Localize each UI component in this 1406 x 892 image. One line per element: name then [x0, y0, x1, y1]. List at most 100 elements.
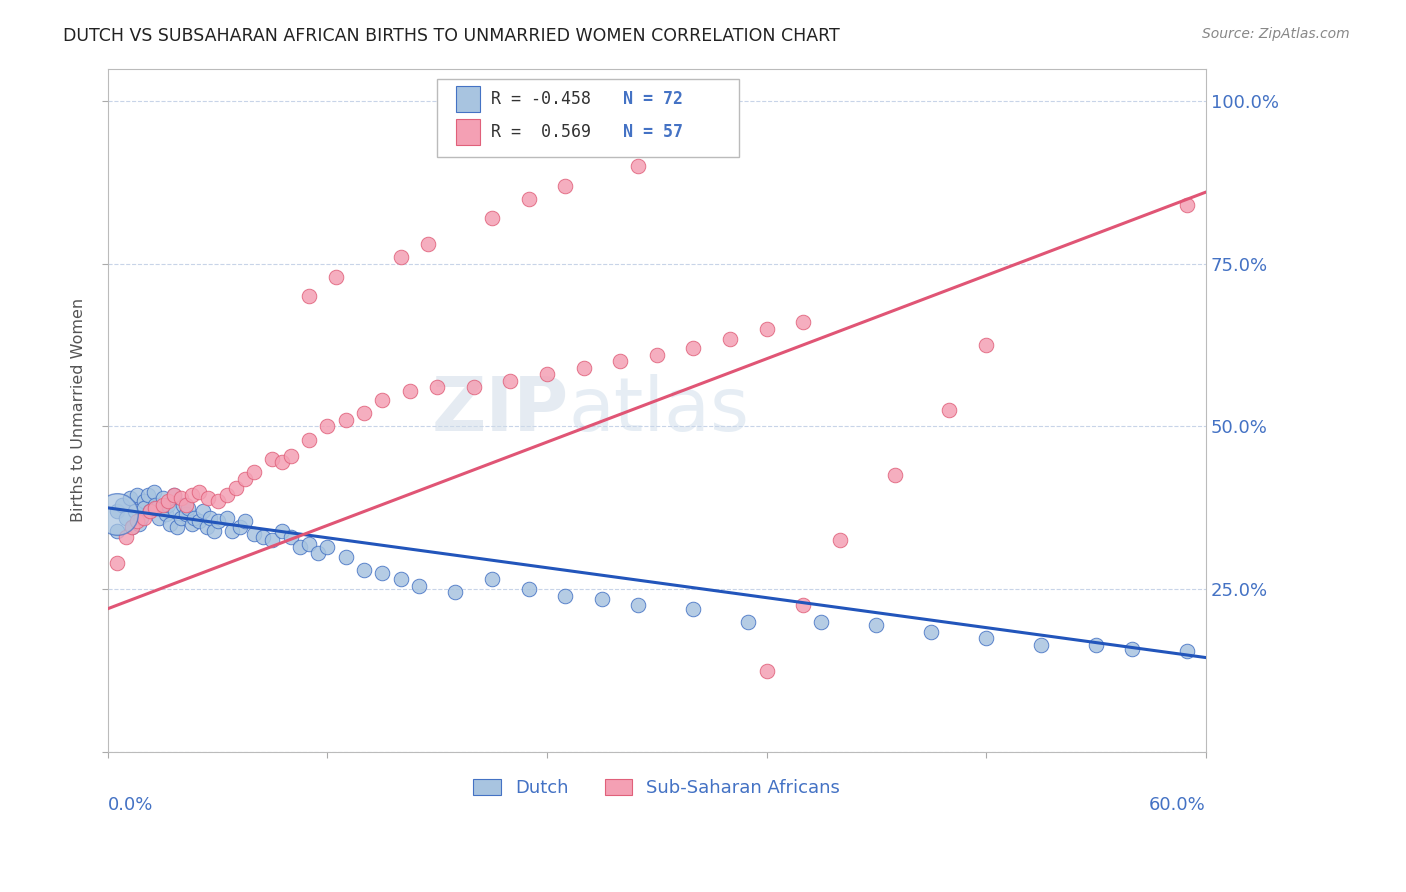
Point [181, 517, 204, 532]
Point [146, 500, 169, 515]
Point [118, 491, 141, 505]
Point [682, 601, 704, 615]
Point [865, 618, 887, 632]
Point [280, 530, 302, 544]
Point [1175, 198, 1198, 212]
Point [157, 494, 180, 508]
Point [426, 380, 449, 394]
Point [463, 380, 485, 394]
Point [152, 491, 174, 505]
Point [755, 664, 778, 678]
Point [883, 468, 905, 483]
Legend: Dutch, Sub-Saharan Africans: Dutch, Sub-Saharan Africans [467, 772, 848, 805]
Point [207, 514, 229, 528]
Point [163, 488, 186, 502]
Point [148, 510, 170, 524]
Point [200, 510, 222, 524]
Point [202, 524, 225, 538]
Point [974, 631, 997, 645]
Point [664, 139, 686, 153]
Point [195, 520, 218, 534]
Point [136, 488, 159, 502]
Point [207, 494, 229, 508]
Point [408, 579, 430, 593]
Point [191, 504, 214, 518]
Point [298, 536, 321, 550]
Point [170, 510, 193, 524]
Y-axis label: Births to Unmarried Women: Births to Unmarried Women [72, 298, 86, 523]
Point [398, 384, 420, 398]
Point [172, 498, 194, 512]
Point [105, 508, 128, 522]
Point [353, 407, 375, 421]
Point [134, 494, 156, 508]
Point [280, 449, 302, 463]
Point [139, 504, 162, 518]
Point [554, 178, 576, 193]
Point [316, 419, 339, 434]
Point [233, 471, 256, 485]
Point [499, 374, 522, 388]
Point [176, 498, 198, 512]
Point [165, 504, 187, 518]
Point [298, 289, 321, 303]
Point [197, 491, 219, 505]
Point [572, 360, 595, 375]
Point [134, 510, 156, 524]
Point [121, 520, 143, 534]
Point [755, 322, 778, 336]
Point [233, 514, 256, 528]
Point [143, 500, 166, 515]
Point [215, 488, 238, 502]
Point [105, 556, 128, 570]
Point [125, 514, 148, 528]
Point [1175, 644, 1198, 658]
Text: 0.0%: 0.0% [108, 797, 153, 814]
Point [700, 120, 723, 134]
Point [371, 393, 394, 408]
Point [115, 510, 138, 524]
Point [170, 491, 193, 505]
Point [353, 563, 375, 577]
Point [792, 315, 814, 329]
Point [159, 517, 181, 532]
Point [143, 498, 166, 512]
Point [252, 530, 274, 544]
Text: R = -0.458: R = -0.458 [491, 90, 591, 108]
Point [128, 517, 150, 532]
Point [139, 504, 162, 518]
Point [153, 500, 176, 515]
Point [176, 508, 198, 522]
Point [270, 455, 292, 469]
Point [645, 348, 668, 362]
Point [938, 403, 960, 417]
Point [163, 488, 186, 502]
Point [974, 338, 997, 352]
Point [270, 524, 292, 538]
Point [221, 524, 243, 538]
Text: 60.0%: 60.0% [1149, 797, 1206, 814]
FancyBboxPatch shape [456, 87, 479, 112]
Point [609, 354, 631, 368]
Point [243, 527, 266, 541]
Text: atlas: atlas [569, 374, 749, 447]
Point [129, 510, 152, 524]
Point [335, 413, 357, 427]
Point [262, 533, 284, 548]
Point [554, 589, 576, 603]
Point [627, 159, 650, 173]
Point [215, 510, 238, 524]
Point [792, 599, 814, 613]
Point [105, 504, 128, 518]
Point [627, 599, 650, 613]
Point [152, 498, 174, 512]
Point [177, 500, 200, 515]
Point [166, 520, 188, 534]
Point [517, 192, 540, 206]
Point [517, 582, 540, 597]
Point [828, 533, 851, 548]
Point [262, 452, 284, 467]
Point [225, 481, 247, 495]
Point [124, 504, 146, 518]
Point [371, 566, 394, 580]
